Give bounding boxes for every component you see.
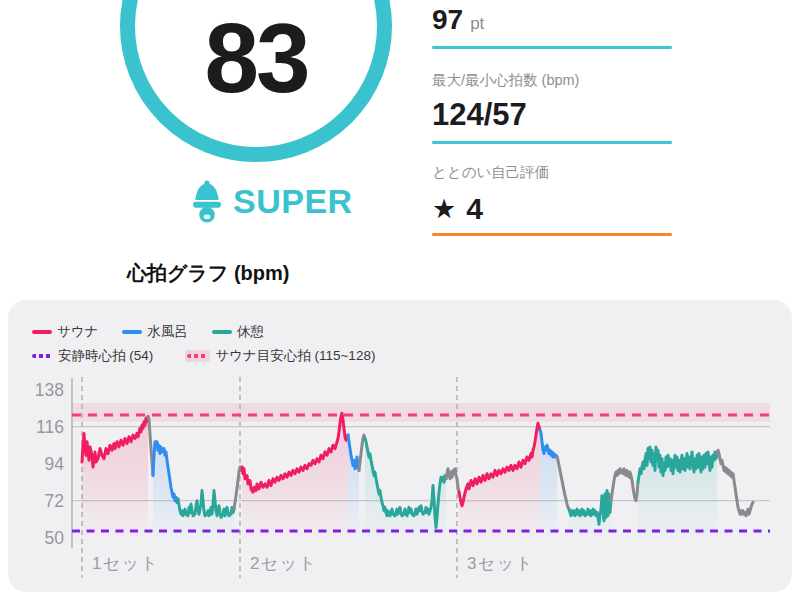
chart-title: 心拍グラフ (bpm) <box>127 260 290 287</box>
legend-swatch-line <box>212 330 232 334</box>
self-rating-label: ととのい自己評価 <box>432 163 549 182</box>
legend-label-rest: 休憩 <box>237 323 264 341</box>
legend-swatch-dotted <box>187 354 208 358</box>
sauna-hat-icon <box>193 180 221 223</box>
legend-item-sauna-target: サウナ目安心拍 (115~128) <box>185 347 375 365</box>
points-row: 97 pt <box>432 4 484 36</box>
heart-rate-chart-panel: サウナ 水風呂 休憩 安静時心拍 (54) サウナ目安心拍 (115~128) <box>8 300 792 592</box>
hr-minmax-value: 124/57 <box>432 97 527 133</box>
legend-label-sauna-target: サウナ目安心拍 (115~128) <box>215 347 375 365</box>
legend-label-cold: 水風呂 <box>147 323 188 341</box>
stats-panel: 97 pt 最大/最小心拍数 (bpm) 124/57 ととのい自己評価 ★ 4 <box>432 0 672 240</box>
legend-item-cold: 水風呂 <box>122 323 188 341</box>
points-unit: pt <box>470 14 484 34</box>
legend-label-sauna: サウナ <box>57 323 98 341</box>
divider-teal-2 <box>432 141 672 144</box>
chart-legend-row-1: サウナ 水風呂 休憩 <box>32 323 264 341</box>
legend-item-sauna: サウナ <box>32 323 98 341</box>
hr-minmax-label: 最大/最小心拍数 (bpm) <box>432 71 579 90</box>
legend-swatch-target-band <box>185 350 210 362</box>
rank-label: SUPER <box>233 180 353 223</box>
star-icon: ★ <box>432 193 456 225</box>
score-value: 83 <box>156 9 356 107</box>
legend-item-resting-hr: 安静時心拍 (54) <box>32 347 153 365</box>
legend-label-resting-hr: 安静時心拍 (54) <box>58 347 153 365</box>
points-value: 97 <box>432 4 463 36</box>
self-rating-row: ★ 4 <box>432 192 483 226</box>
divider-orange <box>432 233 672 236</box>
legend-item-rest: 休憩 <box>212 323 264 341</box>
legend-swatch-dotted <box>32 354 53 358</box>
rank-row: SUPER <box>193 180 353 223</box>
divider-teal-1 <box>432 46 672 49</box>
chart-legend-row-2: 安静時心拍 (54) サウナ目安心拍 (115~128) <box>32 347 375 365</box>
legend-swatch-line <box>32 330 52 334</box>
self-rating-value: 4 <box>466 192 483 226</box>
legend-swatch-line <box>122 330 142 334</box>
